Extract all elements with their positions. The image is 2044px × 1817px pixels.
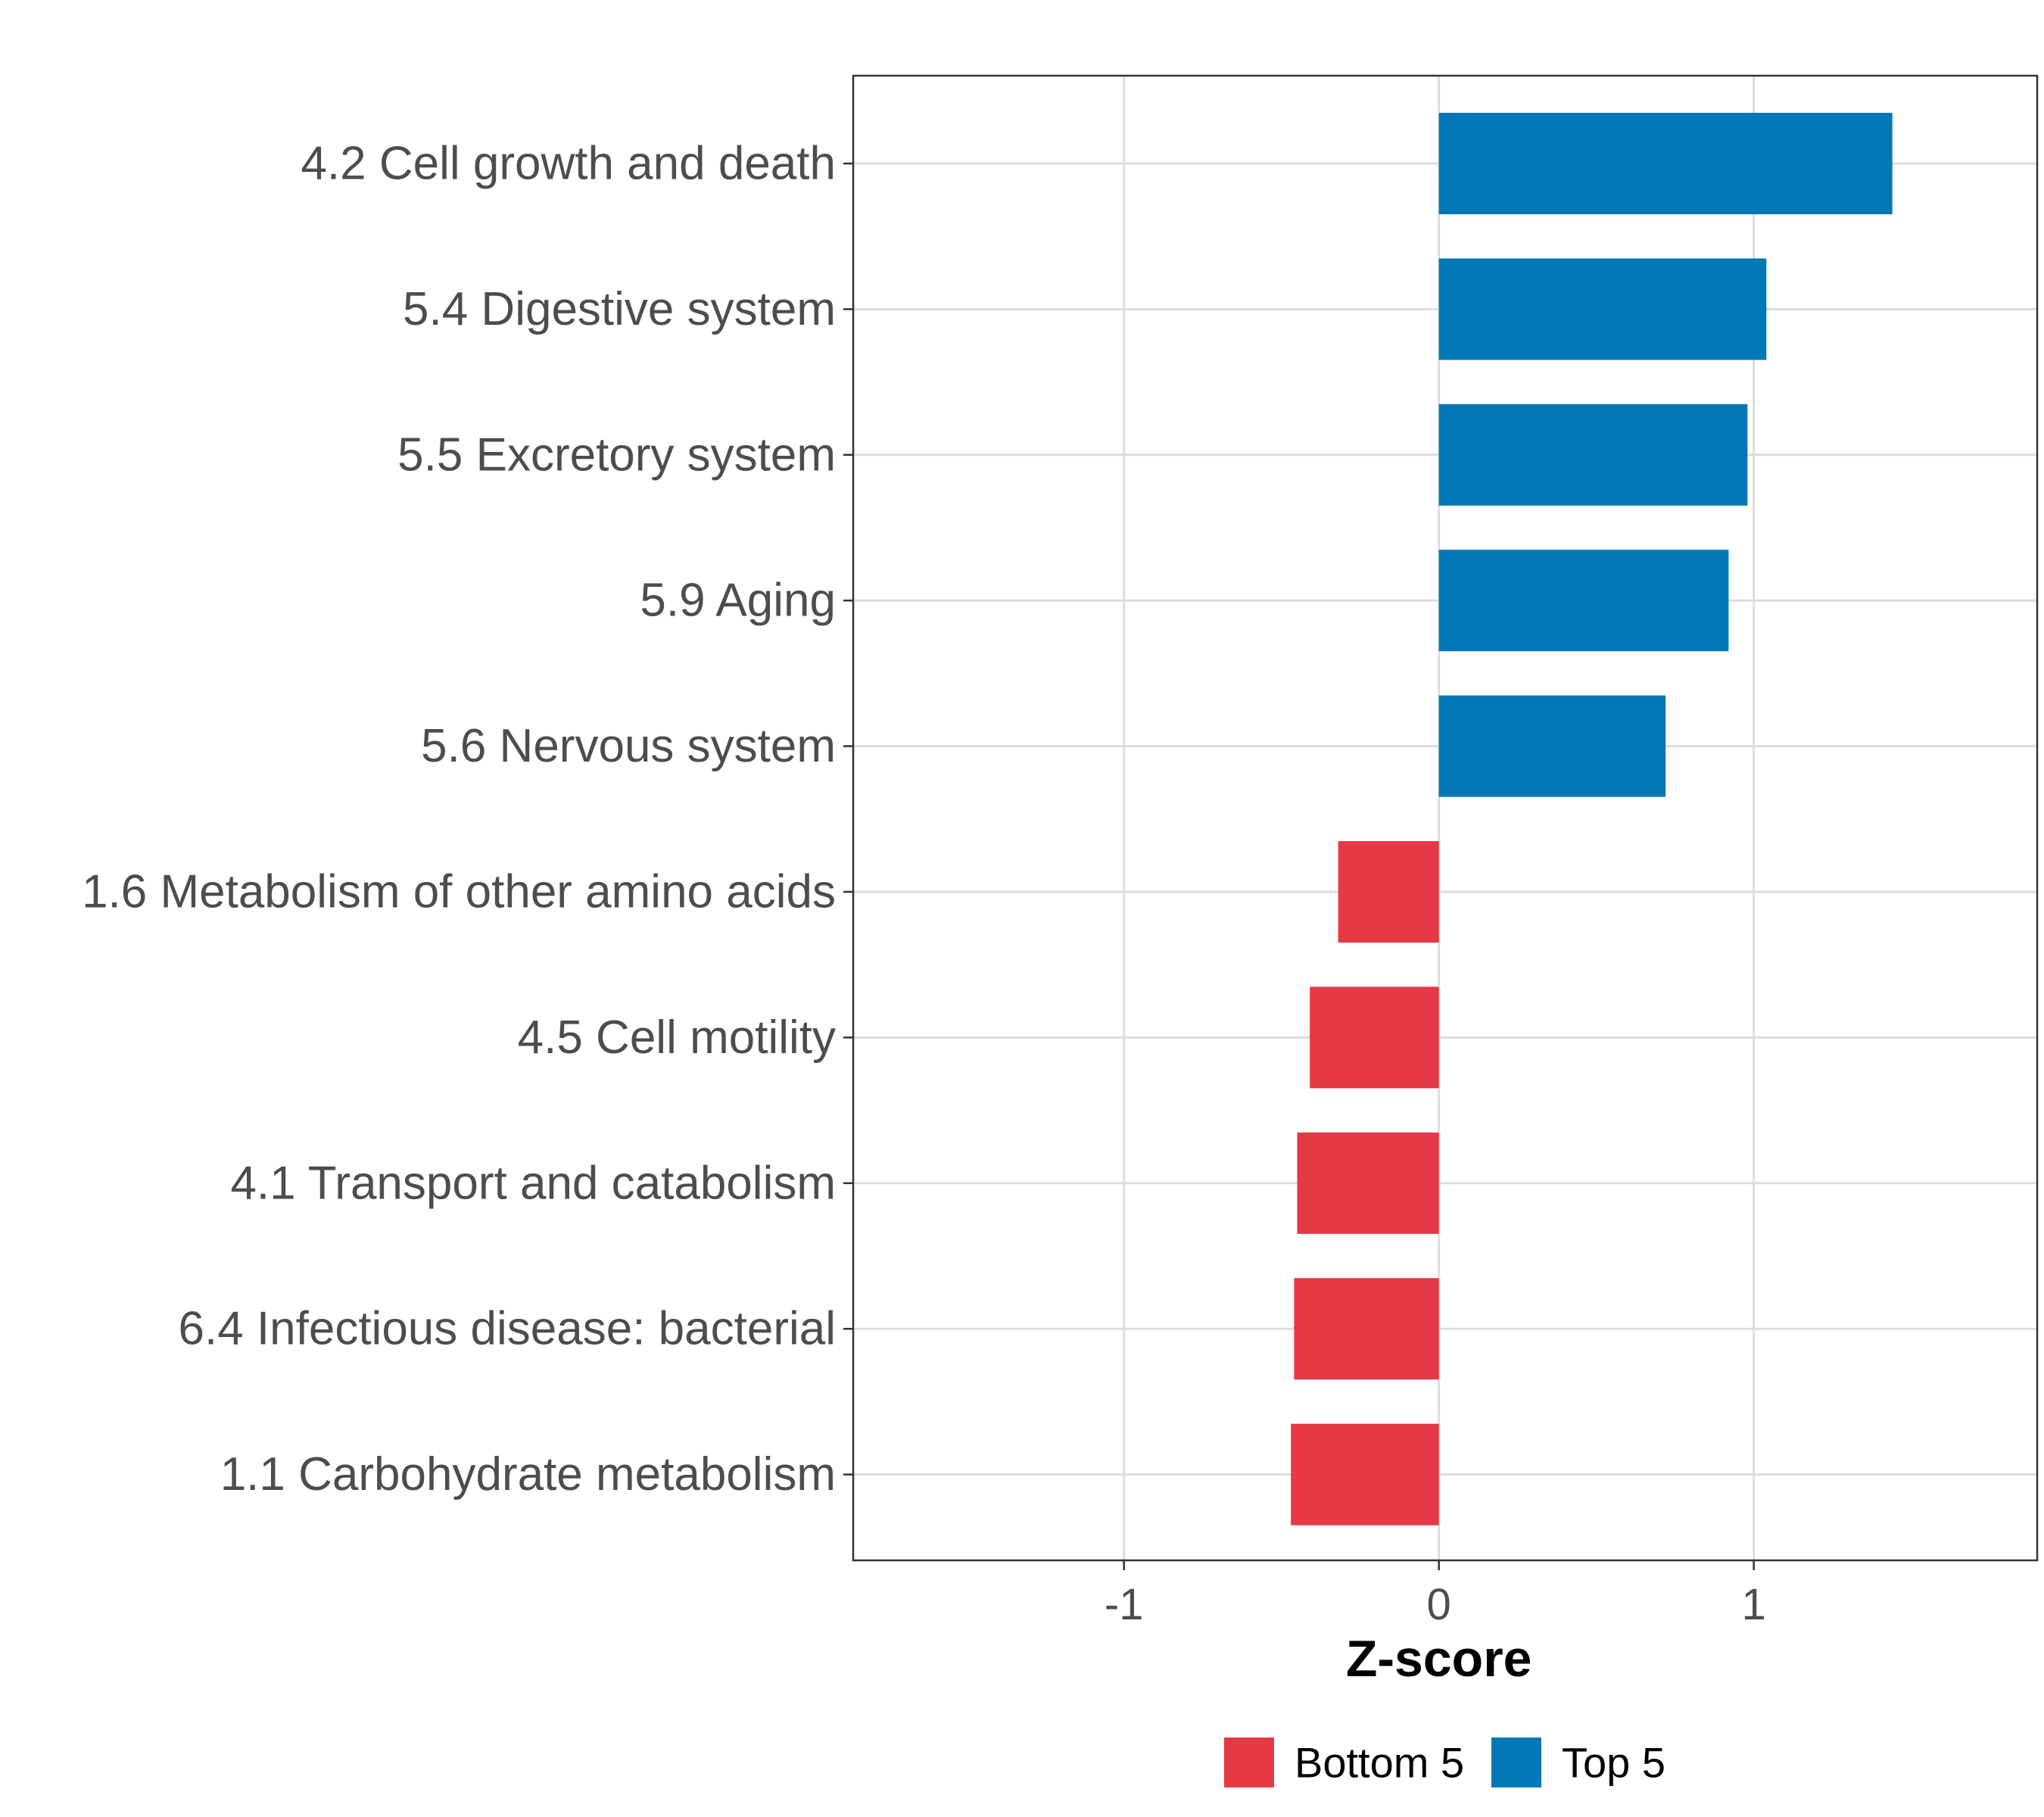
category-label-9: 6.4 Infectious disease: bacterial	[178, 1303, 836, 1355]
category-label-3: 5.5 Excretory system	[397, 429, 836, 481]
x-tick-label-2: 1	[1742, 1580, 1766, 1629]
bar-9	[1294, 1278, 1439, 1380]
x-axis-title: Z-score	[1346, 1630, 1532, 1688]
x-tick-label-1: 0	[1427, 1580, 1451, 1629]
category-label-1: 4.2 Cell growth and death	[301, 138, 836, 190]
bars	[1291, 113, 1893, 1526]
bar-3	[1438, 404, 1748, 506]
legend-swatch-bottom-5	[1224, 1738, 1274, 1787]
legend: Bottom 5 Top 5	[1224, 1738, 1665, 1787]
category-label-4: 5.9 Aging	[640, 575, 836, 627]
x-axis: -1 0 1	[1105, 1560, 1766, 1629]
bar-8	[1297, 1132, 1439, 1234]
x-tick-label-0: -1	[1105, 1580, 1144, 1629]
category-label-7: 4.5 Cell motility	[518, 1011, 836, 1064]
bar-6	[1338, 841, 1439, 943]
bar-7	[1310, 986, 1439, 1089]
category-label-2: 5.4 Digestive system	[403, 283, 836, 335]
category-label-8: 4.1 Transport and catabolism	[230, 1157, 836, 1209]
y-axis: 4.2 Cell growth and death 5.4 Digestive s…	[82, 138, 853, 1501]
legend-swatch-top-5	[1491, 1738, 1541, 1787]
bar-2	[1438, 258, 1767, 360]
bar-4	[1438, 550, 1729, 652]
category-label-10: 1.1 Carbohydrate metabolism	[220, 1448, 836, 1501]
bar-1	[1438, 113, 1893, 214]
legend-label-top-5: Top 5	[1562, 1739, 1665, 1787]
plot-frame	[852, 74, 2039, 1562]
legend-label-bottom-5: Bottom 5	[1295, 1739, 1464, 1787]
bar-10	[1291, 1423, 1439, 1526]
category-label-5: 5.6 Nervous system	[421, 720, 836, 772]
category-label-6: 1.6 Metabolism of other amino acids	[82, 866, 836, 918]
bar-5	[1438, 695, 1666, 797]
